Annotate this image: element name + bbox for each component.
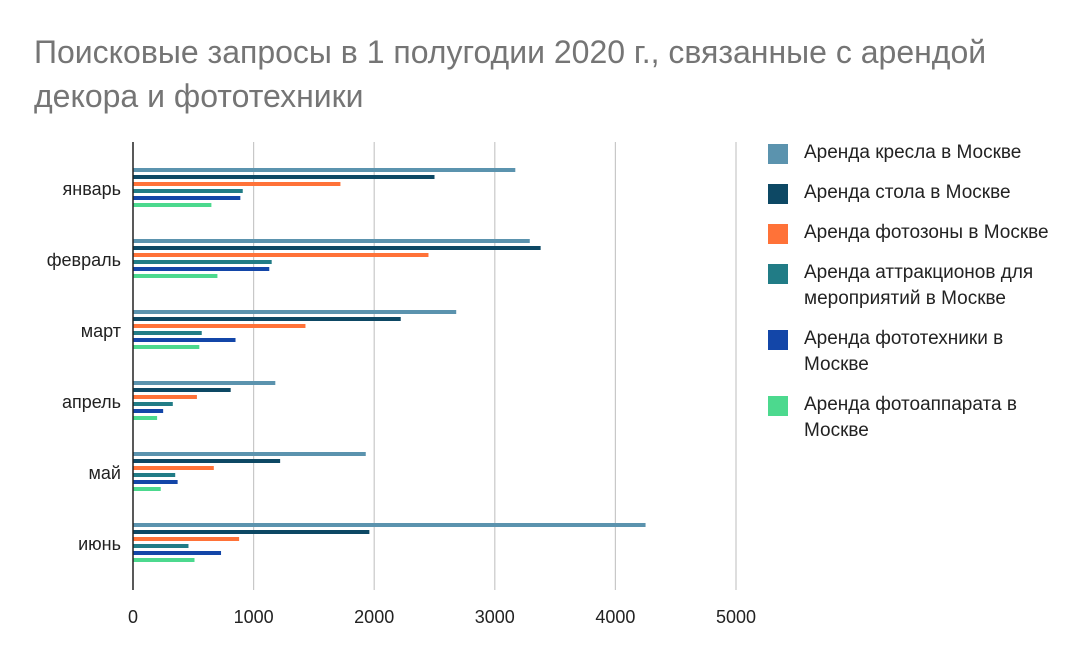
legend: Аренда кресла в Москве Аренда стола в Мос… [768, 140, 1058, 458]
bar [133, 459, 281, 463]
x-tick-label: 5000 [716, 607, 756, 627]
bar [133, 253, 429, 257]
bar [133, 345, 200, 349]
bar [133, 558, 195, 562]
bar [133, 317, 401, 321]
bar [133, 310, 457, 314]
legend-label: Аренда фотозоны в Москве [804, 222, 1049, 243]
bar [133, 324, 306, 328]
bars [133, 168, 646, 562]
bar-chart: 0 1000 2000 3000 4000 5000 январь февраль март ап… [47, 142, 756, 627]
legend-swatch [768, 264, 788, 284]
bar [133, 480, 178, 484]
category-label: февраль [47, 250, 121, 270]
x-tick-label: 3000 [475, 607, 515, 627]
legend-item: Аренда кресла в Москве [768, 140, 1058, 166]
bar [133, 388, 231, 392]
legend-item: Аренда фототехники в Москве [768, 326, 1058, 378]
x-tick-label: 1000 [234, 607, 274, 627]
bar [133, 196, 241, 200]
bar [133, 274, 218, 278]
gridlines [253, 142, 737, 590]
bar [133, 246, 541, 250]
bar [133, 175, 435, 179]
legend-label: Аренда стола в Москве [804, 182, 1011, 203]
legend-swatch [768, 184, 788, 204]
category-label: март [81, 321, 121, 341]
legend-label: Аренда кресла в Москве [804, 142, 1022, 163]
labels: 0 1000 2000 3000 4000 5000 январь февраль март ап… [47, 179, 756, 627]
bar [133, 189, 243, 193]
category-label: апрель [62, 392, 121, 412]
bar [133, 395, 197, 399]
bar [133, 537, 240, 541]
legend-swatch [768, 144, 788, 164]
bar [133, 487, 161, 491]
bar [133, 452, 366, 456]
bar [133, 416, 158, 420]
category-label: июнь [78, 534, 121, 554]
legend-swatch [768, 330, 788, 350]
bar [133, 168, 516, 172]
bar [133, 409, 164, 413]
bar [133, 182, 341, 186]
bar [133, 466, 214, 470]
bar [133, 260, 272, 264]
legend-item: Аренда аттракционов для мероприятий в Мо… [768, 260, 1058, 312]
bar [133, 402, 173, 406]
bar [133, 551, 222, 555]
x-tick-label: 0 [128, 607, 138, 627]
bar [133, 544, 189, 548]
legend-label: Аренда аттракционов для мероприятий в Мо… [804, 262, 1034, 309]
legend-item: Аренда фотозоны в Москве [768, 220, 1058, 246]
legend-swatch [768, 224, 788, 244]
legend-label: Аренда фотоаппарата в Москве [804, 394, 1017, 441]
legend-swatch [768, 396, 788, 416]
legend-item: Аренда фотоаппарата в Москве [768, 392, 1058, 444]
bar [133, 203, 212, 207]
x-tick-label: 4000 [595, 607, 635, 627]
bar [133, 523, 646, 527]
category-label: май [89, 463, 121, 483]
legend-item: Аренда стола в Москве [768, 180, 1058, 206]
legend-label: Аренда фототехники в Москве [804, 328, 1004, 375]
x-tick-label: 2000 [354, 607, 394, 627]
bar [133, 338, 236, 342]
bar [133, 267, 270, 271]
bar [133, 473, 176, 477]
bar [133, 331, 202, 335]
bar [133, 530, 370, 534]
category-label: январь [63, 179, 121, 199]
bar [133, 381, 276, 385]
bar [133, 239, 530, 243]
chart-title: Поисковые запросы в 1 полугодии 2020 г.,… [34, 34, 987, 114]
